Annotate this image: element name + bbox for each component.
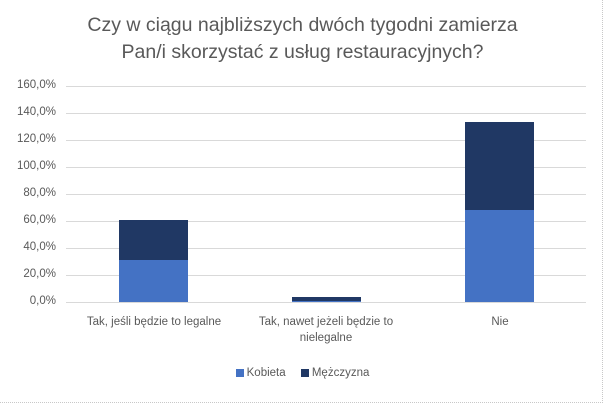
x-label-3: Nie [420,314,580,330]
chart-title-line-2: Pan/i skorzystać z usług restauracyjnych… [121,41,484,63]
legend-label-mezczyzna: Mężczyzna [311,367,370,379]
x-label-3-line-1: Nie [491,316,509,328]
gridline [66,140,586,141]
gridline [66,221,586,222]
chart-title: Czy w ciągu najbliższych dwóch tygodni z… [0,12,605,66]
legend-item-kobieta: Kobieta [235,367,286,379]
chart-title-line-1: Czy w ciągu najbliższych dwóch tygodni z… [87,14,518,36]
gridline [66,302,586,303]
x-label-1-line-1: Tak, jeśli będzie to legalne [86,316,222,328]
x-label-1: Tak, jeśli będzie to legalne [72,314,236,330]
y-tick-label: 60,0% [23,214,56,226]
y-tick-label: 80,0% [23,187,56,199]
legend: Kobieta Mężczyzna [0,367,605,380]
y-tick-label: 0,0% [29,295,56,307]
x-label-2-line-1: Tak, nawet jeżeli będzie to [258,316,394,328]
gridline [66,275,586,276]
y-tick-label: 100,0% [16,160,56,172]
y-tick-label: 140,0% [16,106,56,118]
legend-swatch-mezczyzna [300,369,309,377]
gridline [66,86,586,87]
gridline [66,167,586,168]
gridline [66,194,586,195]
x-label-2-line-2: nielegalne [299,332,353,344]
gridline [66,113,586,114]
bar-segment [292,296,361,302]
legend-swatch-kobieta [235,369,244,377]
y-tick-label: 160,0% [16,79,56,91]
y-tick-label: 40,0% [23,241,56,253]
y-tick-label: 120,0% [16,133,56,145]
bar-segment [119,219,188,261]
y-tick-label: 20,0% [23,268,56,280]
legend-item-mezczyzna: Mężczyzna [300,367,370,379]
bar-segment [119,260,188,302]
bar-segment [465,210,534,302]
x-label-2: Tak, nawet jeżeli będzie to nielegalne [240,314,412,346]
bar-segment [465,121,534,211]
gridline [66,248,586,249]
bar-segment [292,301,361,302]
legend-label-kobieta: Kobieta [246,367,286,379]
